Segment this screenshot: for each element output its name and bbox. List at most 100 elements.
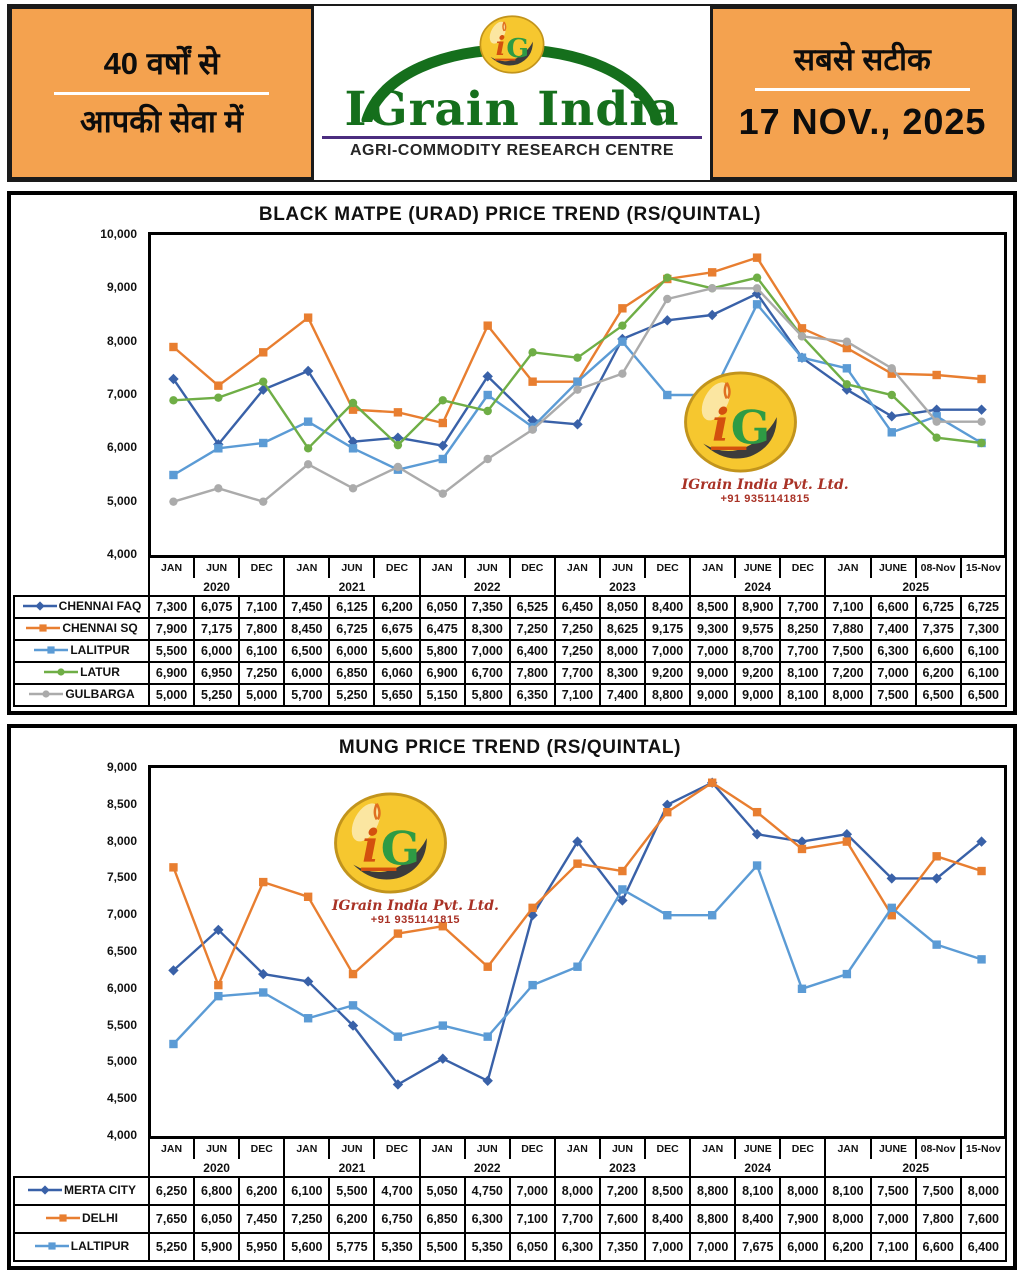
data-point-marker	[169, 396, 178, 405]
price-cell: 6,000	[193, 639, 241, 663]
data-point-marker	[706, 309, 718, 321]
data-point-marker	[348, 484, 358, 493]
price-cell: 7,600	[598, 1204, 647, 1234]
data-point-marker	[977, 866, 986, 876]
price-cell: 7,175	[193, 617, 241, 641]
data-point-marker	[662, 799, 673, 810]
price-cell: 6,500	[959, 683, 1008, 707]
x-axis-month-label: DEC	[508, 558, 556, 578]
data-point-marker	[348, 405, 358, 414]
price-cell: 7,700	[553, 661, 601, 685]
price-cell: 8,000	[598, 639, 647, 663]
line-chart-canvas	[168, 253, 987, 506]
price-cell: 6,200	[824, 1232, 872, 1262]
price-cell: 9,175	[644, 617, 692, 641]
data-point-marker	[842, 837, 852, 846]
price-cell: 8,900	[734, 595, 782, 619]
price-cell: 5,000	[147, 683, 196, 707]
x-axis-year-label: 2022	[418, 578, 556, 596]
data-point-marker	[438, 489, 448, 498]
price-cell: 6,060	[373, 661, 421, 685]
table-row: MERTA CITY 6,250 6,800 6,200 6,100 5,500 4,700…	[13, 1176, 1008, 1206]
header-right-panel: सबसे सटीक 17 NOV., 2025	[710, 6, 1015, 180]
data-point-marker	[528, 377, 537, 386]
data-point-marker	[977, 417, 986, 426]
data-point-marker	[302, 365, 314, 377]
series-legend: LATUR	[13, 661, 150, 685]
price-cell: 7,000	[689, 1232, 737, 1262]
series-name: CHENNAI SQ	[62, 621, 138, 635]
data-point-marker	[707, 778, 717, 787]
data-point-marker	[169, 342, 178, 352]
price-cell: 6,850	[418, 1204, 466, 1234]
price-cell: 9,300	[689, 617, 737, 641]
price-cell: 6,100	[283, 1176, 331, 1206]
data-point-marker	[752, 284, 762, 293]
data-point-marker	[797, 353, 807, 362]
series-name: LALTIPUR	[70, 1239, 130, 1253]
price-cell: 7,000	[869, 661, 917, 685]
price-cell: 9,000	[689, 683, 737, 707]
price-cell: 9,000	[689, 661, 737, 685]
price-cell: 5,800	[418, 639, 466, 663]
square-marker-icon	[46, 1214, 80, 1222]
x-axis-year-label: 2020	[147, 1159, 286, 1177]
y-axis-tick-label: 5,000	[106, 493, 137, 508]
data-point-marker	[887, 390, 896, 400]
data-point-marker	[887, 364, 896, 373]
y-axis-tick-label: 9,000	[106, 760, 137, 774]
price-cell: 6,000	[328, 639, 376, 663]
data-point-marker	[887, 369, 896, 378]
price-cell: 7,250	[508, 617, 556, 641]
price-cell: 6,200	[914, 661, 962, 685]
price-cell: 6,300	[869, 639, 917, 663]
data-point-marker	[348, 969, 358, 979]
data-point-marker	[348, 398, 358, 408]
data-point-marker	[842, 337, 852, 346]
price-cell: 8,100	[734, 1176, 782, 1206]
data-point-marker	[214, 444, 223, 453]
mung-chart-title: MUNG PRICE TREND (RS/QUINTAL)	[338, 737, 682, 758]
data-point-marker	[841, 829, 853, 840]
x-axis-year-label: 2021	[283, 578, 421, 596]
x-axis-year-label: 2023	[553, 1159, 692, 1177]
line-chart-canvas	[168, 777, 987, 1090]
data-point-marker	[707, 911, 717, 920]
data-point-marker	[169, 863, 178, 872]
mung-price-table: JAN JUN DEC JAN JUN DEC JAN JUN DEC JAN JUN DEC JAN J…	[13, 1139, 1008, 1262]
data-point-marker	[303, 1014, 313, 1023]
x-axis-month-label: JUN	[193, 558, 241, 578]
price-cell: 6,300	[463, 1204, 511, 1234]
x-axis-year-label: 2024	[689, 578, 827, 596]
data-point-marker	[303, 313, 313, 322]
x-axis-month-label: JAN	[824, 1139, 872, 1159]
price-cell: 6,500	[914, 683, 962, 707]
data-point-marker	[842, 969, 852, 979]
price-cell: 5,900	[193, 1232, 241, 1262]
data-point-marker	[303, 460, 313, 469]
price-cell: 6,450	[553, 595, 601, 619]
price-cell: 6,475	[418, 617, 466, 641]
data-point-marker	[392, 432, 404, 443]
price-cell: 5,800	[463, 683, 511, 707]
table-row: DELHI 7,650 6,050 7,450 7,250 6,200 6,750 6,850…	[13, 1204, 1008, 1234]
price-cell: 8,000	[824, 683, 872, 707]
price-cell: 9,000	[734, 683, 782, 707]
price-cell: 7,200	[824, 661, 872, 685]
x-axis-month-label: JUNE	[869, 558, 917, 578]
x-axis-month-label: JAN	[553, 558, 601, 578]
data-point-marker	[168, 373, 179, 385]
price-cell: 6,600	[914, 639, 962, 663]
price-cell: 5,150	[418, 683, 466, 707]
data-point-marker	[752, 861, 762, 870]
data-point-marker	[977, 955, 986, 964]
data-point-marker	[618, 321, 627, 330]
x-axis-month-label: JUN	[193, 1139, 241, 1159]
price-cell: 6,725	[959, 595, 1008, 619]
price-cell: 7,250	[283, 1204, 331, 1234]
data-point-marker	[842, 380, 852, 389]
price-cell: 8,000	[779, 1176, 827, 1206]
urad-chart-panel: BLACK MATPE (URAD) PRICE TREND (RS/QUINT…	[7, 191, 1017, 715]
data-point-marker	[977, 438, 986, 448]
price-cell: 6,500	[283, 639, 331, 663]
